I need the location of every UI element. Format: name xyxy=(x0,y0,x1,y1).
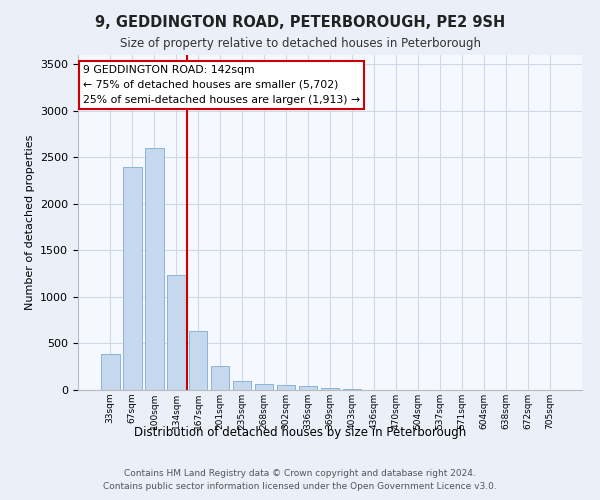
Text: Size of property relative to detached houses in Peterborough: Size of property relative to detached ho… xyxy=(119,38,481,51)
Bar xyxy=(320,388,340,390)
Y-axis label: Number of detached properties: Number of detached properties xyxy=(25,135,35,310)
Bar xyxy=(189,332,208,390)
Bar xyxy=(101,354,119,390)
Bar xyxy=(277,386,295,390)
Bar xyxy=(211,366,229,390)
Bar xyxy=(343,389,361,390)
Bar xyxy=(123,166,142,390)
Bar xyxy=(167,274,185,390)
Bar xyxy=(255,384,274,390)
Text: 9 GEDDINGTON ROAD: 142sqm
← 75% of detached houses are smaller (5,702)
25% of se: 9 GEDDINGTON ROAD: 142sqm ← 75% of detac… xyxy=(83,65,360,104)
Bar xyxy=(233,380,251,390)
Bar xyxy=(299,386,317,390)
Text: Contains HM Land Registry data © Crown copyright and database right 2024.
Contai: Contains HM Land Registry data © Crown c… xyxy=(103,469,497,491)
Bar xyxy=(145,148,164,390)
Text: 9, GEDDINGTON ROAD, PETERBOROUGH, PE2 9SH: 9, GEDDINGTON ROAD, PETERBOROUGH, PE2 9S… xyxy=(95,15,505,30)
Text: Distribution of detached houses by size in Peterborough: Distribution of detached houses by size … xyxy=(134,426,466,439)
